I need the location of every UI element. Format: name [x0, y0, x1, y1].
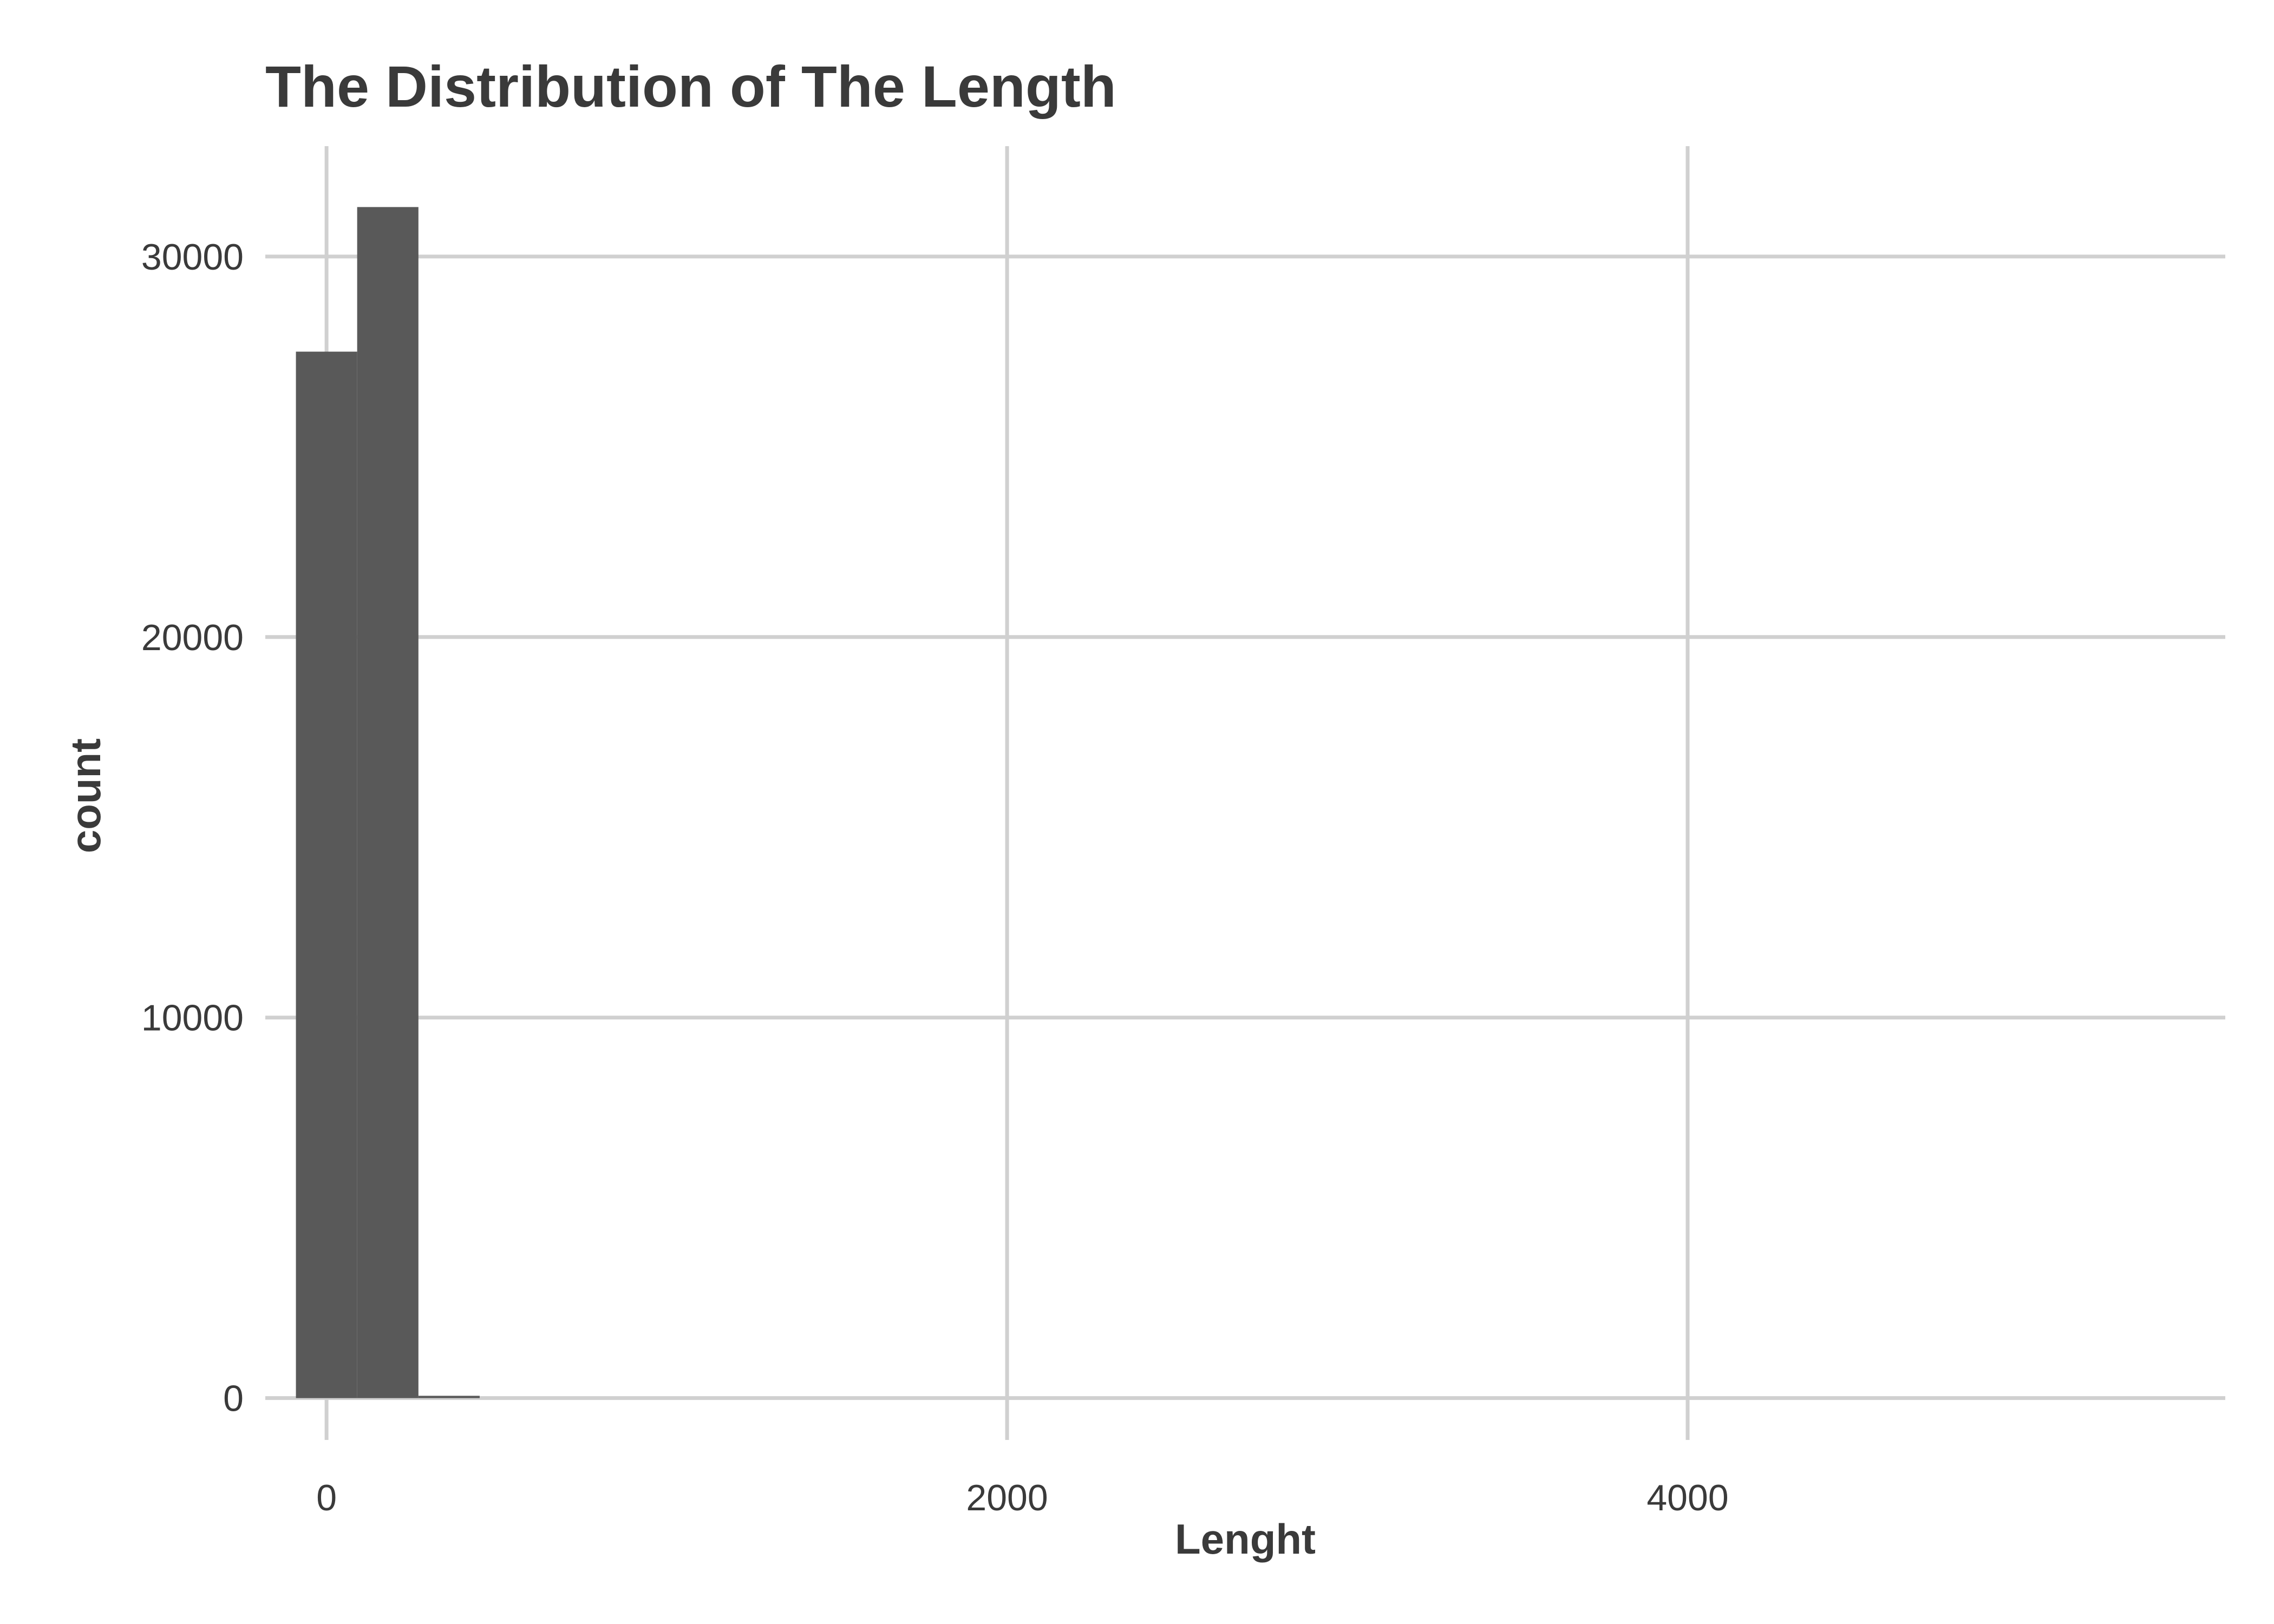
histogram-bar — [357, 207, 419, 1398]
y-axis-title: count — [62, 738, 109, 853]
y-tick-label: 0 — [223, 1378, 244, 1419]
x-axis-title: Lenght — [1175, 1515, 1316, 1563]
bar-layer — [296, 207, 480, 1398]
histogram-bar — [296, 351, 357, 1398]
histogram-bar — [418, 1396, 480, 1398]
grid-layer — [265, 146, 2225, 1440]
y-tick-label: 30000 — [141, 237, 244, 278]
x-tick-label: 0 — [316, 1477, 337, 1518]
y-tick-label: 20000 — [141, 617, 244, 658]
x-tick-label: 4000 — [1646, 1477, 1728, 1518]
chart-title: The Distribution of The Length — [265, 54, 1116, 119]
tick-label-layer: 0 10000 20000 30000 0 2000 4000 — [141, 237, 1729, 1518]
y-tick-label: 10000 — [141, 998, 244, 1039]
x-tick-label: 2000 — [966, 1477, 1048, 1518]
